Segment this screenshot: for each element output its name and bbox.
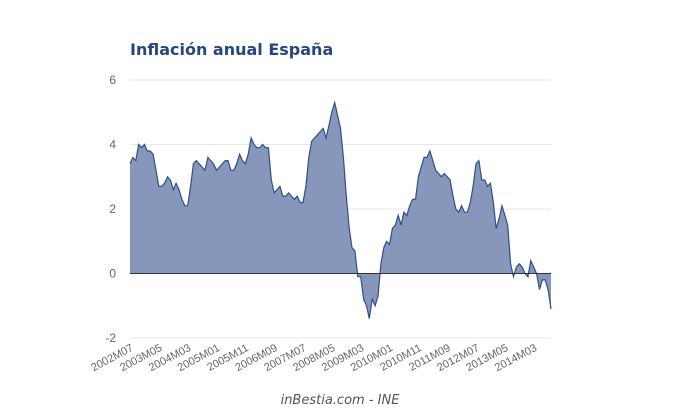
y-tick-label: 6 <box>109 73 116 87</box>
x-axis-ticks: 2002M072003M052004M032005M012005M112006M… <box>89 342 539 374</box>
y-tick-label: 0 <box>109 267 116 281</box>
series-line <box>129 100 552 319</box>
series-area <box>130 102 551 319</box>
y-tick-label: 4 <box>109 138 116 152</box>
chart-title: Inflación anual España <box>130 40 334 59</box>
chart-source: inBestia.com - INE <box>280 393 400 408</box>
y-axis-ticks: -2 0 2 4 6 <box>105 73 116 345</box>
series-group <box>129 100 552 319</box>
y-tick-label: 2 <box>109 202 116 216</box>
y-tick-label: -2 <box>105 331 116 345</box>
